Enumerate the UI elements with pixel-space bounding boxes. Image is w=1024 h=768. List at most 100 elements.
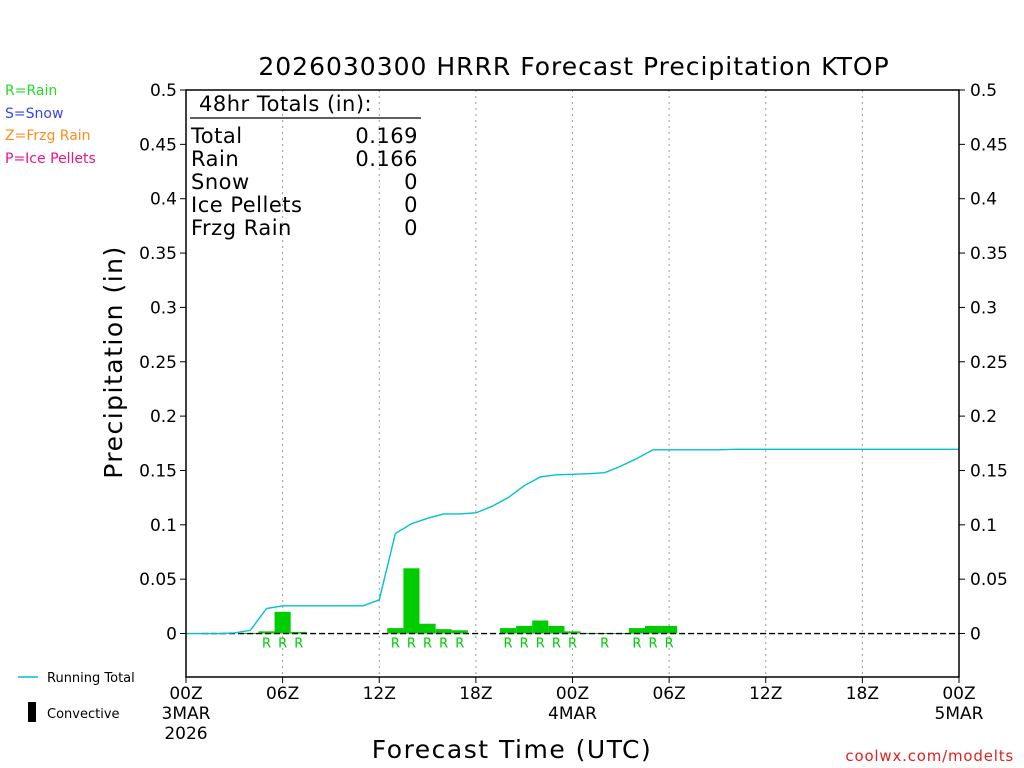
y-tick-label-right: 0.25	[970, 353, 1008, 373]
ptype-marker: R	[520, 637, 529, 652]
ptype-marker: R	[552, 637, 561, 652]
precip-bar	[419, 623, 436, 634]
ptype-marker: R	[504, 637, 513, 652]
y-tick-label-left: 0.15	[139, 461, 177, 481]
precip-bar	[403, 568, 420, 634]
precip-bar	[596, 632, 613, 634]
x-tick-label: 00Z	[169, 684, 202, 704]
legend-rain: R=Rain	[5, 83, 57, 99]
bar-layer	[242, 568, 678, 634]
totals-label-snow: Snow	[191, 170, 250, 194]
ptype-marker: R	[423, 637, 432, 652]
y-tick-label-right: 0.15	[970, 461, 1008, 481]
totals-label-total: Total	[190, 124, 243, 148]
y-tick-label-right: 0.05	[970, 570, 1008, 590]
chart-title: 2026030300 HRRR Forecast Precipitation K…	[258, 52, 889, 81]
precip-bar	[516, 625, 533, 634]
y-tick-label-left: 0.35	[139, 244, 177, 264]
precip-bar	[532, 620, 549, 634]
ptype-legend: R=Rain S=Snow Z=Frzg Rain P=Ice Pellets	[5, 83, 96, 167]
ptype-marker: R	[536, 637, 545, 652]
y-tick-label-left: 0.1	[150, 516, 177, 536]
y-tick-label-left: 0.05	[139, 570, 177, 590]
totals-label-rain: Rain	[191, 147, 239, 171]
credit-text: coolwx.com/modelts	[845, 747, 1014, 765]
x-tick-date: 3MAR	[162, 704, 211, 724]
ptype-marker: R	[568, 637, 577, 652]
y-tick-label-left: 0.3	[150, 298, 177, 318]
legend-frzg-rain: Z=Frzg Rain	[5, 128, 91, 144]
totals-label-ice-pellets: Ice Pellets	[191, 193, 302, 217]
precip-bar	[290, 631, 307, 634]
ptype-marker: R	[391, 637, 400, 652]
y-axis-title: Precipitation (in)	[99, 245, 128, 479]
y-tick-label-left: 0.4	[150, 190, 177, 210]
precip-bar	[644, 625, 662, 634]
line-layer	[186, 448, 959, 635]
y-tick-label-left: 0	[166, 625, 177, 645]
totals-value-rain: 0.166	[355, 147, 418, 171]
grid-layer	[180, 89, 965, 683]
running-total-line	[186, 448, 959, 635]
precip-bar	[628, 628, 645, 634]
y-tick-label-right: 0.35	[970, 244, 1008, 264]
ptype-marker: R	[278, 637, 287, 652]
totals-heading: 48hr Totals (in):	[199, 92, 372, 116]
y-tick-label-right: 0.5	[970, 81, 997, 101]
y-tick-label-left: 0.25	[139, 353, 177, 373]
y-tick-label-left: 0.2	[150, 407, 177, 427]
ptype-marker: R	[632, 637, 641, 652]
x-tick-label: 00Z	[942, 684, 975, 704]
y-tick-label-right: 0.1	[970, 516, 997, 536]
totals-box: 48hr Totals (in): Total 0.169 Rain 0.166…	[190, 92, 421, 240]
ptype-marker: R	[407, 637, 416, 652]
y-tick-label-right: 0.2	[970, 407, 997, 427]
precip-bar	[258, 631, 275, 634]
totals-label-frzg-rain: Frzg Rain	[191, 216, 292, 240]
x-tick-label: 12Z	[749, 684, 782, 704]
ptype-marker: R	[600, 637, 609, 652]
legend-convective: Convective	[47, 707, 120, 722]
x-axis-title: Forecast Time (UTC)	[372, 735, 652, 764]
ptype-marker: R	[648, 637, 657, 652]
ptype-marker: R	[455, 637, 464, 652]
precip-bar	[548, 625, 565, 634]
legend-convective-swatch	[28, 702, 36, 722]
y-tick-label-left: 0.5	[150, 81, 177, 101]
totals-value-snow: 0	[404, 170, 418, 194]
precip-bar	[451, 630, 468, 634]
precip-bar	[274, 611, 291, 634]
legend-ice-pellets: P=Ice Pellets	[5, 151, 96, 167]
precip-bar	[435, 629, 452, 634]
precip-bar	[661, 625, 678, 634]
x-tick-label: 06Z	[266, 684, 299, 704]
legend-running-total: Running Total	[47, 671, 135, 686]
x-tick-date: 5MAR	[935, 704, 984, 724]
totals-value-frzg-rain: 0	[404, 216, 418, 240]
legend-snow: S=Snow	[5, 106, 63, 122]
y-tick-label-right: 0.4	[970, 190, 997, 210]
x-tick-year: 2026	[164, 724, 207, 744]
totals-value-ice-pellets: 0	[404, 193, 418, 217]
y-tick-label-right: 0.45	[970, 135, 1008, 155]
y-tick-labels: 0.5 0.5 0.45 0.45 0.4 0.4 0.35 0.35 0.3 0.3 0.25 0.…	[139, 81, 1008, 645]
x-tick-label: 00Z	[556, 684, 589, 704]
x-tick-label: 18Z	[459, 684, 492, 704]
plot-frame	[185, 89, 960, 678]
ptype-marker: R	[294, 637, 303, 652]
precip-bar	[387, 628, 404, 634]
x-tick-date: 4MAR	[548, 704, 597, 724]
y-tick-label-left: 0.45	[139, 135, 177, 155]
ptype-marker: R	[262, 637, 271, 652]
x-tick-label: 18Z	[846, 684, 879, 704]
precip-bar	[564, 631, 581, 634]
ptype-marker: R	[439, 637, 448, 652]
ptype-marker: R	[665, 637, 674, 652]
x-tick-label: 12Z	[363, 684, 396, 704]
y-tick-label-right: 0	[970, 625, 981, 645]
precip-bar	[500, 628, 517, 634]
x-tick-label: 06Z	[652, 684, 685, 704]
